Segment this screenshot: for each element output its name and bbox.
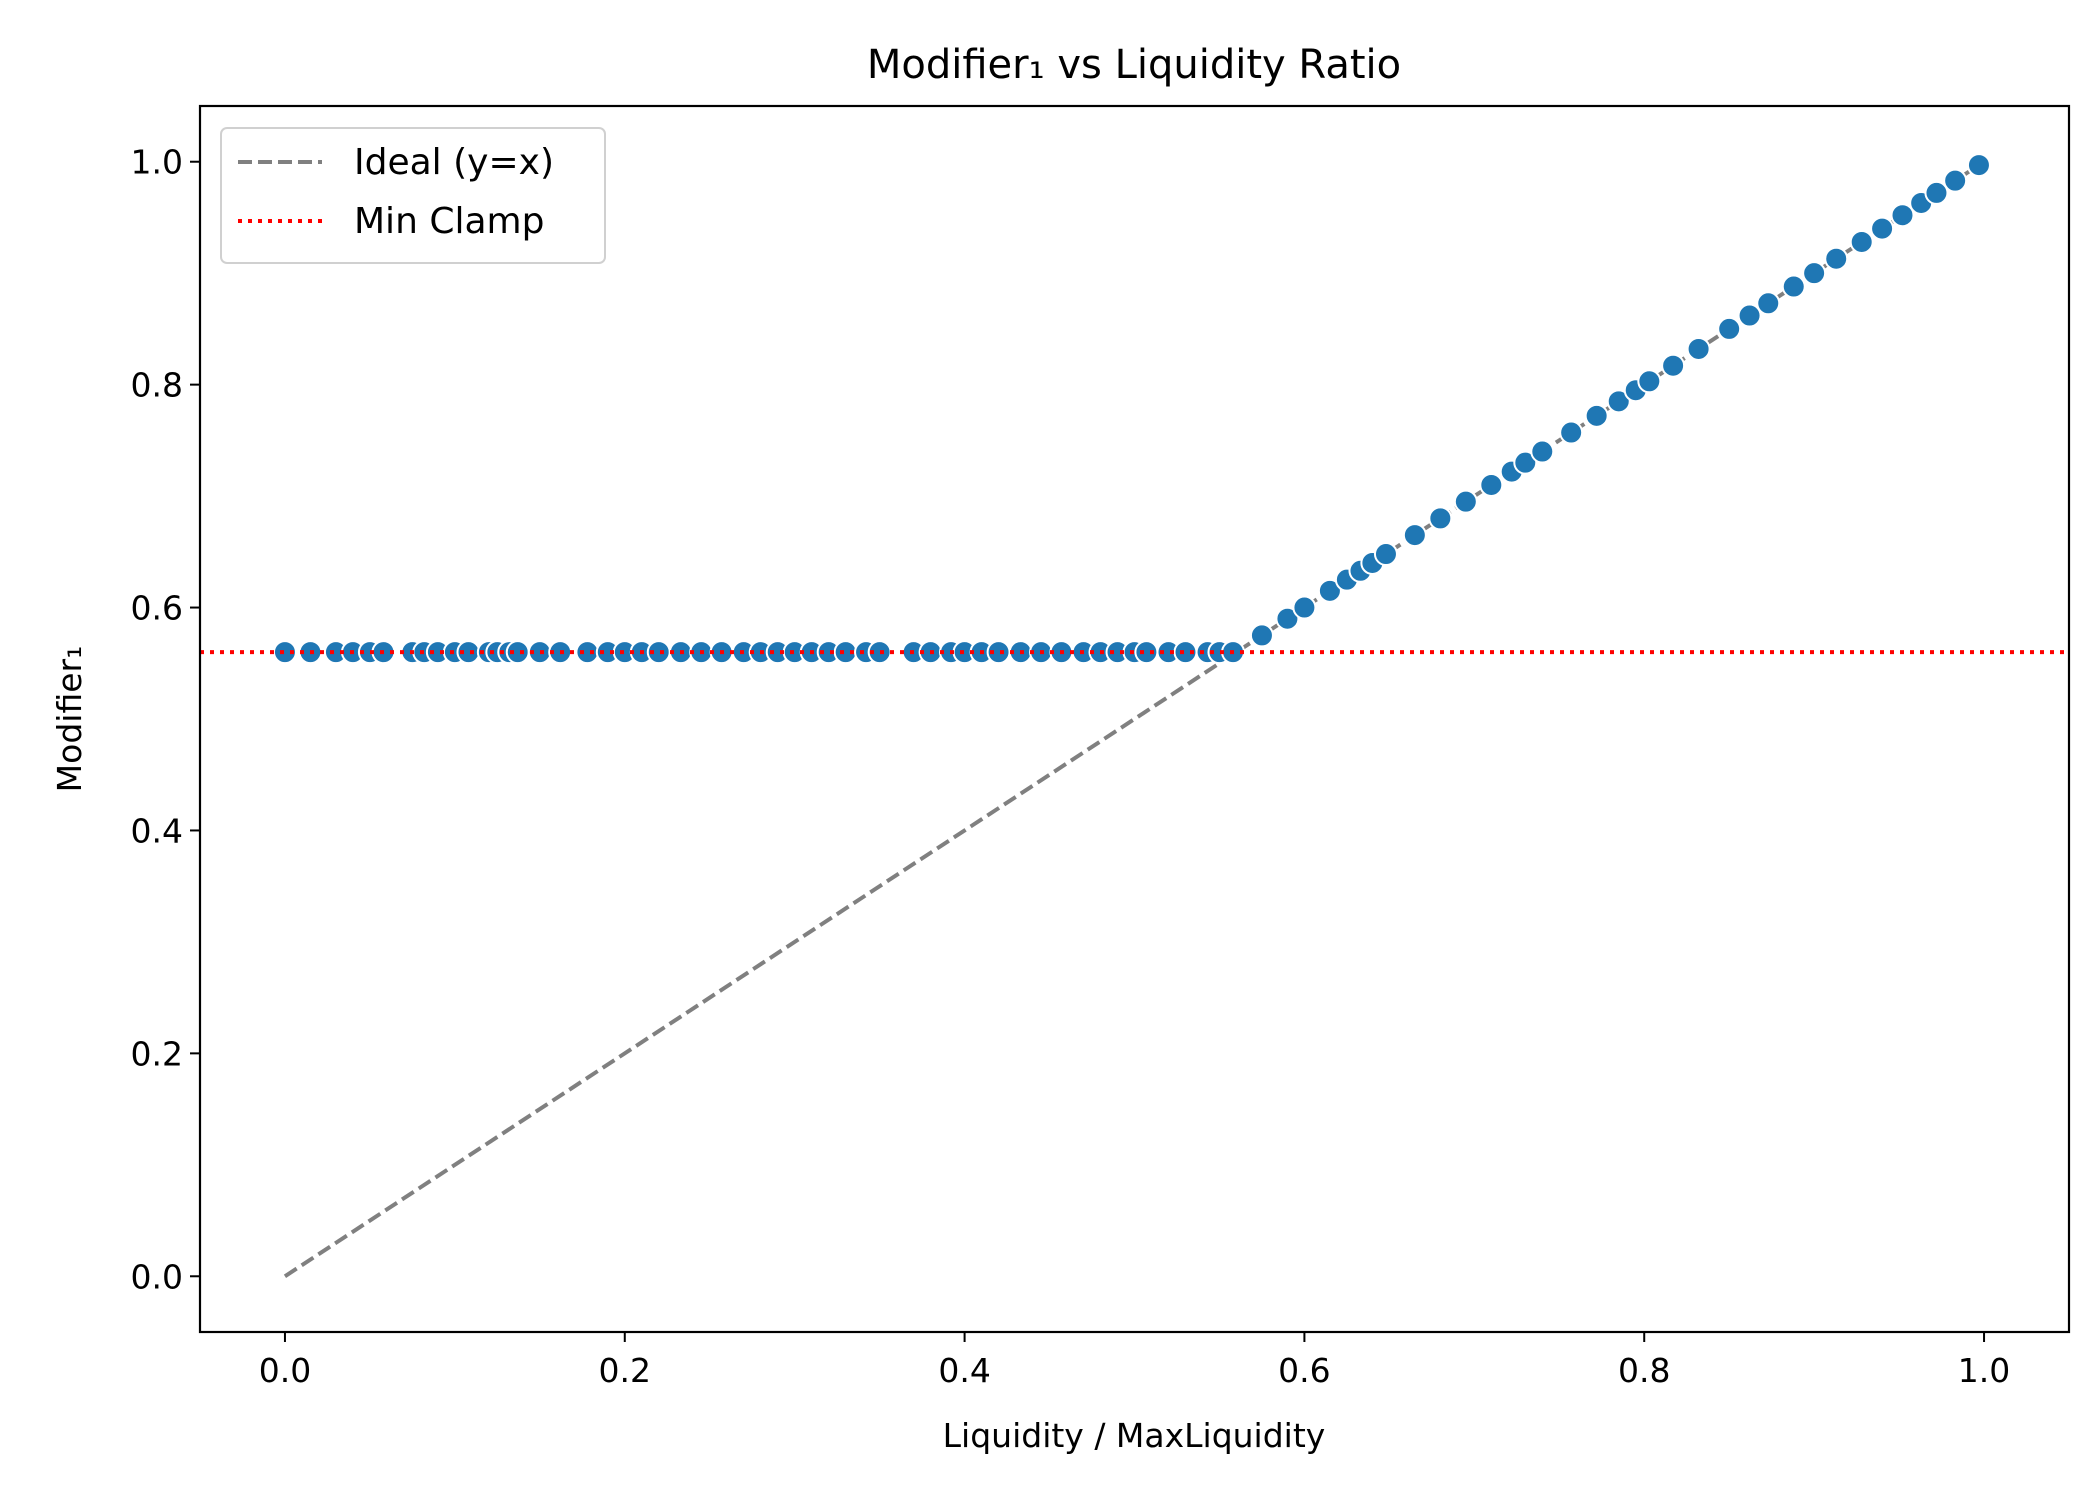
data-point	[1479, 472, 1504, 497]
data-point	[1737, 303, 1762, 328]
data-point	[1559, 420, 1584, 445]
data-point	[1717, 316, 1742, 341]
data-point	[1870, 216, 1895, 241]
data-point	[1249, 623, 1274, 648]
data-point	[1943, 168, 1968, 193]
data-point	[1275, 606, 1300, 631]
data-point	[1781, 274, 1806, 299]
y-tick-label: 0.0	[131, 1257, 183, 1296]
data-point	[1373, 542, 1398, 567]
x-axis-label: Liquidity / MaxLiquidity	[943, 1416, 1326, 1455]
x-tick-label: 0.0	[259, 1351, 311, 1390]
data-point	[1530, 439, 1555, 464]
plot-area	[200, 153, 2069, 1278]
data-point	[1802, 261, 1827, 286]
data-point	[1134, 640, 1159, 665]
data-point	[1924, 180, 1949, 205]
legend-box	[220, 127, 606, 264]
y-tick-label: 0.4	[131, 811, 183, 850]
data-point	[1584, 403, 1609, 428]
y-tick-label: 1.0	[131, 143, 183, 182]
data-point	[1849, 229, 1874, 254]
x-tick-label: 0.2	[599, 1351, 651, 1390]
data-point	[1317, 578, 1342, 603]
x-tick-label: 0.6	[1278, 1351, 1330, 1390]
y-axis-ticks: 0.0 0.2 0.4 0.6 0.8 1.0	[131, 143, 200, 1296]
y-tick-label: 0.6	[131, 589, 183, 628]
y-tick-label: 0.2	[131, 1034, 183, 1073]
data-point	[1606, 389, 1631, 414]
y-tick-label: 0.8	[131, 366, 183, 405]
data-point	[1428, 506, 1453, 531]
data-point	[1890, 203, 1915, 228]
data-point	[1756, 291, 1781, 316]
data-point	[1292, 595, 1317, 620]
x-tick-label: 0.4	[938, 1351, 990, 1390]
legend-min-clamp-label: Min Clamp	[354, 201, 544, 242]
axes-frame	[198, 104, 2071, 1334]
x-tick-label: 0.8	[1618, 1351, 1670, 1390]
legend: Ideal (y=x) Min Clamp	[220, 127, 606, 264]
data-point	[1513, 450, 1538, 475]
chart-title: Modifier₁ vs Liquidity Ratio	[867, 42, 1401, 88]
data-point	[1453, 489, 1478, 514]
data-point	[1686, 336, 1711, 361]
legend-ideal-label: Ideal (y=x)	[354, 142, 554, 183]
data-point	[1661, 353, 1686, 378]
x-axis-ticks: 0.0 0.2 0.4 0.6 0.8 1.0	[259, 1332, 2010, 1390]
y-axis-label: Modifier₁	[50, 646, 89, 793]
x-tick-label: 1.0	[1958, 1351, 2010, 1390]
data-point	[1637, 369, 1662, 394]
data-point	[575, 640, 600, 665]
data-point	[1966, 153, 1991, 178]
data-point	[1824, 246, 1849, 271]
data-point	[1402, 523, 1427, 548]
